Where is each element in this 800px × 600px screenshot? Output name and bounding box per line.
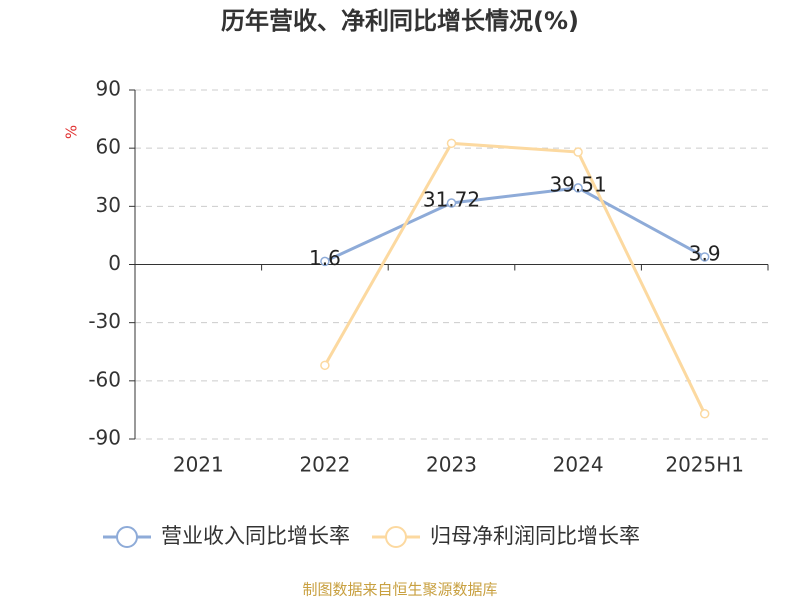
data-point [446, 138, 457, 149]
legend-marker[interactable] [385, 526, 407, 548]
source-note: 制图数据来自恒生聚源数据库 [302, 581, 497, 599]
y-tick-label: -60 [88, 367, 121, 391]
x-tick-label: 2021 [173, 453, 224, 477]
y-tick-label: 30 [96, 193, 121, 217]
series-line [324, 186, 706, 263]
data-label: 39.51 [549, 172, 606, 196]
series-line [323, 141, 707, 415]
data-point [573, 147, 583, 157]
data-point [699, 252, 710, 262]
y-axis-label: % [63, 125, 81, 139]
legend-label[interactable]: 归母净利润同比增长率 [430, 524, 640, 548]
y-tick-label: 60 [96, 135, 121, 159]
y-tick-label: 90 [96, 77, 121, 101]
chart-title: 历年营收、净利同比增长情况(%) [221, 7, 579, 35]
legend-marker[interactable] [116, 526, 138, 548]
data-label: 3.9 [689, 241, 721, 265]
y-tick-label: -30 [88, 309, 121, 333]
data-label: 1.6 [309, 246, 341, 270]
data-label: 31.72 [423, 187, 480, 211]
x-tick-label: 2023 [426, 453, 477, 477]
y-tick-label: 0 [108, 251, 121, 275]
x-tick-label: 2022 [299, 453, 350, 477]
data-point [573, 183, 583, 193]
legend-label[interactable]: 营业收入同比增长率 [161, 524, 350, 548]
data-point [446, 198, 457, 208]
x-tick-label: 2024 [553, 453, 604, 477]
y-tick-label: -90 [88, 426, 121, 450]
data-point [320, 256, 330, 267]
data-point [699, 409, 710, 419]
x-tick-label: 2025H1 [665, 453, 744, 477]
data-point [320, 360, 330, 371]
